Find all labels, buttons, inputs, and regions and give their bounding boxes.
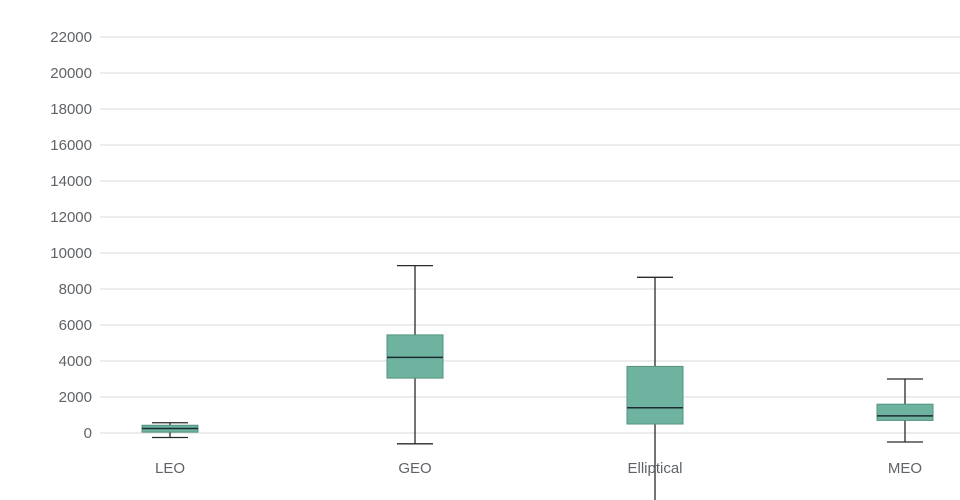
box-MEO — [876, 403, 934, 421]
y-tick-label: 10000 — [50, 245, 92, 262]
y-tick-label: 20000 — [50, 65, 92, 82]
y-tick-label: 4000 — [59, 353, 92, 370]
category-label-GEO: GEO — [398, 460, 431, 477]
y-tick-label: 16000 — [50, 137, 92, 154]
y-tick-label: 0 — [84, 425, 92, 442]
category-label-Elliptical: Elliptical — [627, 460, 682, 477]
y-tick-label: 14000 — [50, 173, 92, 190]
y-tick-label: 12000 — [50, 209, 92, 226]
box-Elliptical — [626, 365, 684, 425]
category-label-LEO: LEO — [155, 460, 185, 477]
y-tick-label: 6000 — [59, 317, 92, 334]
y-tick-label: 18000 — [50, 101, 92, 118]
y-tick-label: 22000 — [50, 29, 92, 46]
y-tick-label: 8000 — [59, 281, 92, 298]
box-GEO — [386, 334, 444, 379]
category-label-MEO: MEO — [888, 460, 922, 477]
y-tick-label: 2000 — [59, 389, 92, 406]
